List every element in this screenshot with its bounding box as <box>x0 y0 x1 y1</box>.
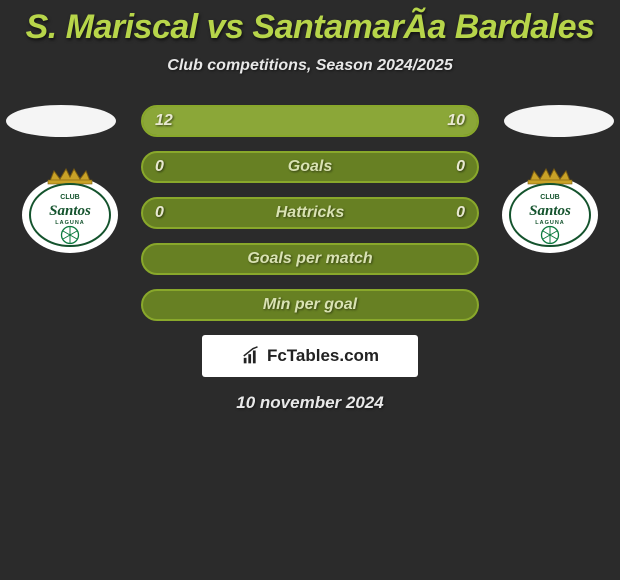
svg-text:LAGUNA: LAGUNA <box>55 220 85 226</box>
stat-value-right: 10 <box>447 112 465 130</box>
svg-text:Santos: Santos <box>529 203 571 219</box>
stat-row: 0 Goals 0 <box>141 151 479 183</box>
branding-badge: FcTables.com <box>202 335 418 377</box>
subtitle: Club competitions, Season 2024/2025 <box>0 57 620 75</box>
stats-list: 12Matches10 0 Goals 0 0 Hattricks 0 Goals per m… <box>141 105 479 321</box>
stat-value-left: 0 <box>155 158 164 176</box>
stat-row: Min per goal <box>141 289 479 321</box>
stat-label: Goals <box>288 158 332 176</box>
flag-right <box>504 105 614 137</box>
svg-text:Santos: Santos <box>49 203 91 219</box>
club-logo-left: CLUB Santos LAGUNA <box>20 165 120 253</box>
club-logo-right: CLUB Santos LAGUNA <box>500 165 600 253</box>
page-title: S. Mariscal vs SantamarÃ­a Bardales <box>0 0 620 47</box>
stat-value-left: 12 <box>155 112 173 130</box>
flag-left <box>6 105 116 137</box>
stat-label: Goals per match <box>247 250 372 268</box>
stat-label: Min per goal <box>263 296 357 314</box>
footer-date: 10 november 2024 <box>0 393 620 413</box>
chart-icon <box>241 345 263 367</box>
comparison-panel: CLUB Santos LAGUNA CLUB Santos LAGUNA 12… <box>0 105 620 413</box>
stat-label: Hattricks <box>276 204 344 222</box>
svg-text:LAGUNA: LAGUNA <box>535 220 565 226</box>
svg-text:CLUB: CLUB <box>540 194 559 201</box>
stat-value-left: 0 <box>155 204 164 222</box>
stat-row: 12Matches10 <box>141 105 479 137</box>
stat-value-right: 0 <box>456 158 465 176</box>
branding-text: FcTables.com <box>267 346 379 366</box>
stat-row: 0 Hattricks 0 <box>141 197 479 229</box>
stat-row: Goals per match <box>141 243 479 275</box>
svg-text:CLUB: CLUB <box>60 194 79 201</box>
stat-value-right: 0 <box>456 204 465 222</box>
